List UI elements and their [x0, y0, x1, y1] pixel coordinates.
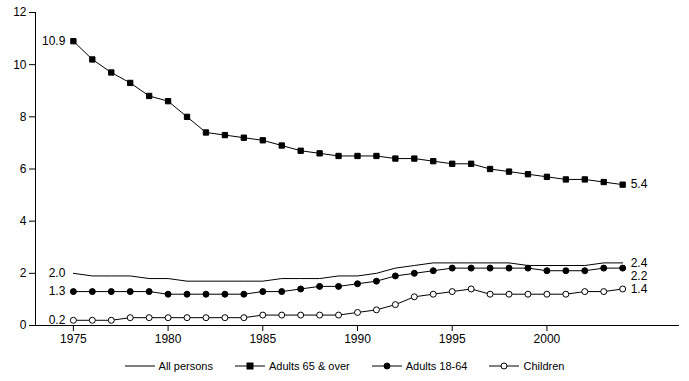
svg-text:1.3: 1.3 [49, 284, 66, 298]
svg-text:5.4: 5.4 [631, 177, 648, 191]
svg-text:10.9: 10.9 [42, 34, 66, 48]
svg-text:6: 6 [20, 162, 27, 176]
svg-text:1985: 1985 [249, 332, 276, 346]
svg-text:1.4: 1.4 [631, 282, 648, 296]
html-text:All persons: All persons [158, 360, 213, 372]
svg-text:1995: 1995 [439, 332, 466, 346]
svg-text:12: 12 [13, 5, 27, 19]
svg-text:2.4: 2.4 [631, 256, 648, 270]
svg-text:0.2: 0.2 [49, 313, 66, 327]
html-text:Adults 18-64: Adults 18-64 [405, 360, 468, 372]
svg-text:1980: 1980 [155, 332, 182, 346]
svg-text:2.2: 2.2 [631, 269, 648, 283]
svg-text:2: 2 [20, 266, 27, 280]
svg-text:8: 8 [20, 110, 27, 124]
svg-text:0: 0 [20, 318, 27, 332]
html-text:Children: Children [523, 360, 565, 372]
svg-text:2.0: 2.0 [49, 266, 66, 280]
svg-text:1990: 1990 [344, 332, 371, 346]
svg-text:2000: 2000 [534, 332, 561, 346]
svg-text:4: 4 [20, 214, 27, 228]
svg-text:1975: 1975 [60, 332, 87, 346]
html-text:Adults 65 & over: Adults 65 & over [269, 360, 350, 372]
svg-text:10: 10 [13, 58, 27, 72]
